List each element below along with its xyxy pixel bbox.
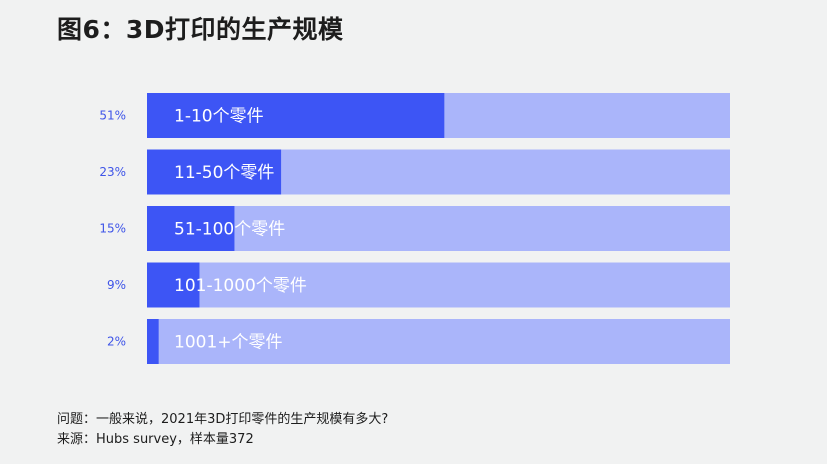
bar-track — [147, 319, 730, 364]
category-label: 1-10个零件 — [174, 107, 264, 127]
bar-chart: 51% 1-10个零件 23% 11-50个零件 15% 51-100个零件 9% 101-1… — [99, 93, 730, 364]
category-label: 1001+个零件 — [174, 333, 283, 353]
bar-track — [147, 206, 730, 251]
bar — [147, 149, 282, 195]
value-label: 9% — [107, 278, 126, 292]
value-label: 15% — [99, 222, 126, 236]
bar — [147, 206, 235, 251]
chart-footer: 问题：一般来说，2021年3D打印零件的生产规模有多大? 来源：Hubs sur… — [57, 410, 388, 450]
question-note: 问题：一般来说，2021年3D打印零件的生产规模有多大? — [57, 412, 389, 427]
bar — [147, 93, 445, 138]
value-label: 51% — [99, 109, 126, 123]
bar — [147, 262, 200, 308]
bar-track — [147, 262, 730, 308]
category-label: 51-100个零件 — [174, 220, 285, 240]
page-title: 图6：3D打印的生产规模 — [57, 15, 344, 44]
bar — [147, 319, 159, 364]
source-note: 来源：Hubs survey，样本量372 — [57, 432, 254, 447]
category-label: 11-50个零件 — [174, 163, 274, 183]
value-label: 23% — [99, 165, 126, 179]
value-label: 2% — [107, 335, 126, 349]
category-label: 101-1000个零件 — [174, 276, 307, 296]
